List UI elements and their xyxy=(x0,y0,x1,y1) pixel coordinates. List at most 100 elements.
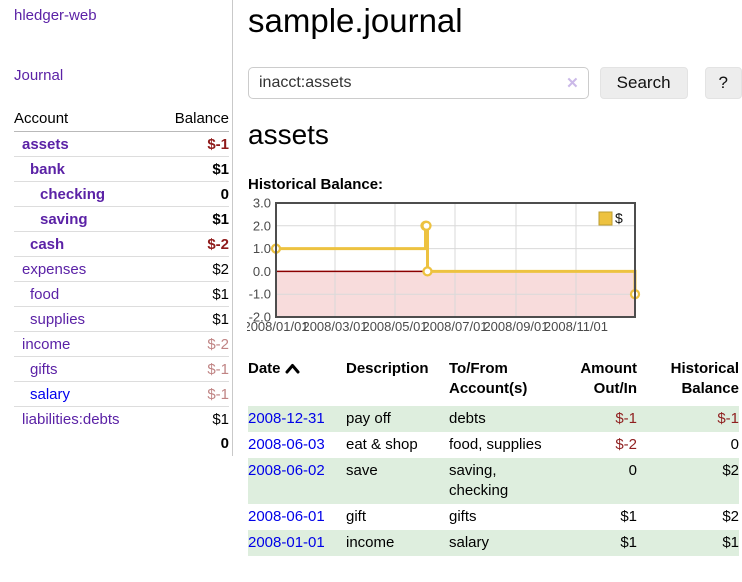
account-link[interactable]: saving xyxy=(40,211,88,228)
transaction-balance: $1 xyxy=(722,534,739,551)
transaction-balance: $2 xyxy=(722,462,739,479)
chart-label: Historical Balance: xyxy=(248,176,384,193)
svg-text:2008/09/01: 2008/09/01 xyxy=(483,319,548,334)
account-balance: $1 xyxy=(156,206,229,232)
account-link[interactable]: supplies xyxy=(30,311,86,328)
svg-text:2008/05/01: 2008/05/01 xyxy=(362,319,427,334)
transaction-amount: $-1 xyxy=(615,410,637,427)
account-heading: assets xyxy=(248,119,329,150)
account-balance: $1 xyxy=(156,306,229,332)
account-link[interactable]: liabilities:debts xyxy=(22,411,120,428)
transaction-description: income xyxy=(346,534,395,551)
svg-text:-2.0: -2.0 xyxy=(249,310,271,325)
account-row: assets $-1 xyxy=(14,132,229,157)
account-link[interactable]: bank xyxy=(30,161,66,178)
page-title: sample.journal xyxy=(248,2,463,39)
svg-text:2.0: 2.0 xyxy=(253,218,271,233)
account-balance: $-2 xyxy=(156,331,229,357)
account-row: income $-2 xyxy=(14,331,229,357)
account-link[interactable]: food xyxy=(30,286,60,303)
historical-balance-chart: $3.0 2.0 1.0 0.0 -1.0 -2.0 2008/01/01 2008/03/0… xyxy=(247,196,742,342)
app-brand-link[interactable]: hledger-web xyxy=(14,7,97,24)
transaction-description: gift xyxy=(346,508,367,525)
svg-text:2008/03/01: 2008/03/01 xyxy=(302,319,367,334)
sidebar-item-journal[interactable]: Journal xyxy=(14,67,64,84)
sidebar: hledger-web Journal Account Balance asse… xyxy=(0,0,233,456)
search-input-wrap: ✕ xyxy=(248,67,589,99)
account-link[interactable]: salary xyxy=(30,386,71,403)
accounts-header-account: Account xyxy=(14,107,157,132)
account-row: expenses $2 xyxy=(14,256,229,282)
account-link[interactable]: cash xyxy=(30,236,65,253)
register-header-account: To/From Account(s) xyxy=(449,360,528,397)
account-row: bank $1 xyxy=(14,156,229,182)
transaction-description: pay off xyxy=(346,410,391,427)
register-row: 2008-12-31 pay off debts $-1 $-1 xyxy=(248,406,739,432)
transaction-accounts: salary xyxy=(449,534,490,551)
account-row: checking 0 xyxy=(14,181,229,207)
account-row: salary $-1 xyxy=(14,381,229,407)
account-row: supplies $1 xyxy=(14,306,229,332)
accounts-table-body: assets $-1 bank $1 checking 0 saving $1 cash $-2 e… xyxy=(14,132,229,431)
transaction-balance: 0 xyxy=(730,436,739,453)
register-row: 2008-06-03 eat & shop food, supplies $-2 0 xyxy=(248,432,739,458)
accounts-header-balance: Balance xyxy=(156,107,229,132)
account-link[interactable]: checking xyxy=(40,186,106,203)
account-link[interactable]: income xyxy=(22,336,71,353)
account-balance: $-1 xyxy=(207,136,229,153)
svg-text:2008/11/01: 2008/11/01 xyxy=(544,319,608,334)
transaction-description: save xyxy=(346,462,378,479)
search-button[interactable]: Search xyxy=(599,67,688,99)
account-link[interactable]: expenses xyxy=(22,261,87,278)
register-table-body: 2008-12-31 pay off debts $-1 $-1 2008-06-03 ea… xyxy=(248,406,739,556)
transaction-date-link[interactable]: 2008-12-31 xyxy=(248,410,325,427)
account-row: gifts $-1 xyxy=(14,356,229,382)
transaction-date-link[interactable]: 2008-06-03 xyxy=(248,436,325,453)
account-row: food $1 xyxy=(14,281,229,307)
transaction-amount: $1 xyxy=(620,508,637,525)
account-balance: $-1 xyxy=(156,356,229,382)
svg-text:3.0: 3.0 xyxy=(253,196,271,211)
transaction-accounts: saving, checking xyxy=(449,462,509,499)
transaction-accounts: food, supplies xyxy=(449,436,542,453)
register-header-row: Date Description To/From Account(s) Amou… xyxy=(248,359,739,406)
account-balance: $1 xyxy=(156,156,229,182)
account-balance: $1 xyxy=(156,281,229,307)
register-row: 2008-01-01 income salary $1 $1 xyxy=(248,530,739,556)
transaction-accounts: debts xyxy=(449,410,486,427)
transaction-balance: $-1 xyxy=(717,410,739,427)
main-panel: sample.journal ✕ Search ? assets Histori… xyxy=(247,0,742,556)
register-header-balance: Historical Balance xyxy=(670,360,739,397)
transaction-date-link[interactable]: 2008-01-01 xyxy=(248,534,325,551)
accounts-table: Account Balance assets $-1 bank $1 checking 0… xyxy=(14,107,229,455)
transaction-date-link[interactable]: 2008-06-02 xyxy=(248,462,325,479)
account-balance: $1 xyxy=(156,406,229,431)
register-row: 2008-06-02 save saving, checking 0 $2 xyxy=(248,458,739,504)
account-link[interactable]: assets xyxy=(22,136,69,153)
svg-text:$: $ xyxy=(615,210,623,226)
sort-ascending-icon xyxy=(281,360,300,377)
register-header-date[interactable]: Date xyxy=(248,359,346,406)
register-header-amount: Amount Out/In xyxy=(580,360,637,397)
search-help-button[interactable]: ? xyxy=(704,67,742,99)
transaction-amount: $1 xyxy=(620,534,637,551)
transaction-amount: 0 xyxy=(628,462,637,479)
transaction-accounts: gifts xyxy=(449,508,477,525)
account-link[interactable]: gifts xyxy=(30,361,58,378)
svg-text:0.0: 0.0 xyxy=(253,264,271,279)
search-input[interactable] xyxy=(248,67,589,99)
svg-text:2008/07/01: 2008/07/01 xyxy=(422,319,487,334)
accounts-table-header: Account Balance xyxy=(14,107,229,132)
register-header-description: Description xyxy=(346,360,429,377)
svg-text:2008/01/01: 2008/01/01 xyxy=(247,319,309,334)
account-balance: $-2 xyxy=(156,231,229,257)
account-row: cash $-2 xyxy=(14,231,229,257)
search-form: ✕ Search ? xyxy=(248,67,742,99)
account-balance: $-1 xyxy=(156,381,229,407)
account-balance: 0 xyxy=(156,181,229,207)
register-table: Date Description To/From Account(s) Amou… xyxy=(248,359,739,556)
account-row: saving $1 xyxy=(14,206,229,232)
clear-search-icon[interactable]: ✕ xyxy=(566,75,579,92)
transaction-date-link[interactable]: 2008-06-01 xyxy=(248,508,325,525)
